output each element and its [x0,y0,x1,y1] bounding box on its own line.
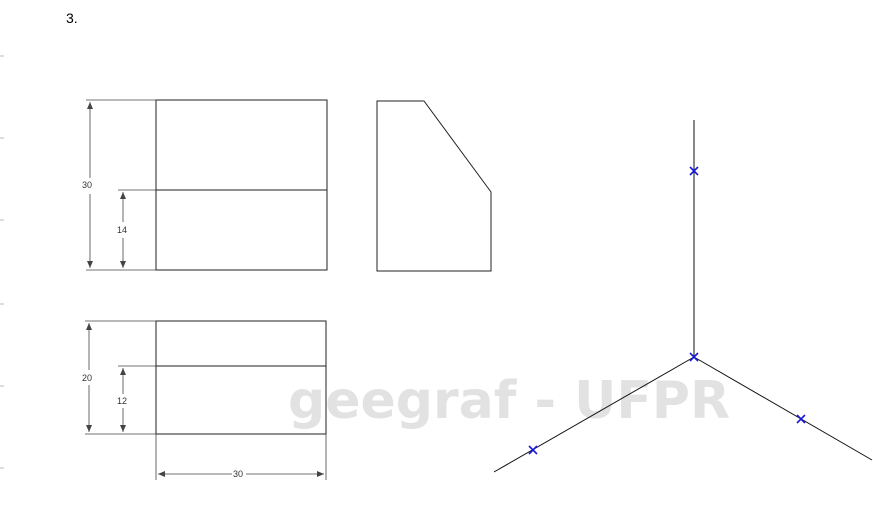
front-view [155,99,328,271]
marker-top [689,166,699,176]
dimension-height-total: 30 [82,180,92,190]
dimension-width: 30 [233,469,243,479]
axis-right [693,356,873,461]
marker-left [528,445,538,455]
top-view-dimensions: 20 12 30 [82,320,327,480]
page-edge-ticks [0,55,4,469]
axis-left [493,356,695,473]
marker-right [796,414,806,424]
top-view [155,320,327,435]
dimension-depth-lower: 12 [117,396,127,406]
dimension-depth-total: 20 [82,373,92,383]
watermark: geegraf - UFPR [288,371,730,431]
side-view [376,100,492,272]
isometric-axes [493,120,873,473]
dimension-height-lower: 14 [117,225,127,235]
marker-origin [689,352,699,362]
axis-markers [528,166,806,455]
front-view-dimensions: 30 14 [82,99,156,271]
exercise-number: 3. [66,10,78,26]
